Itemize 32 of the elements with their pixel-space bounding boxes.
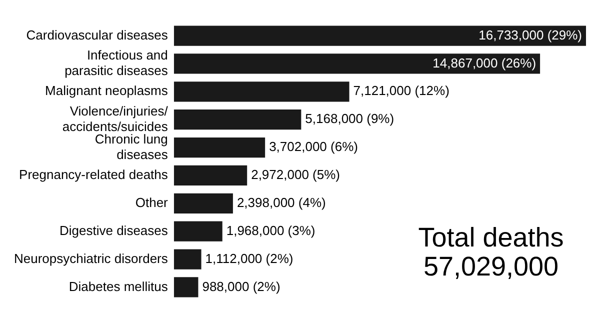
bar (174, 110, 302, 130)
annotation: Total deaths (418, 222, 564, 253)
data-label: 2,972,000 (5%) (251, 167, 340, 182)
data-label: 2,398,000 (4%) (236, 194, 326, 210)
y-tick-label: Pregnancy-related deaths (19, 167, 168, 182)
bar (174, 54, 540, 74)
bar (174, 82, 350, 102)
data-label: 7,121,000 (12%) (353, 83, 450, 98)
bar (174, 221, 222, 242)
y-tick-label: Violence/injuries/ accidents/suicides (62, 103, 168, 134)
y-tick-label: Other (135, 194, 169, 210)
annotation: 57,029,000 (423, 252, 559, 282)
data-label: 1,112,000 (2%) (205, 250, 294, 266)
y-tick-label: Malignant neoplasms (45, 83, 168, 98)
bar (174, 249, 202, 270)
y-tick-label: Diabetes mellitus (68, 278, 168, 294)
bar (174, 165, 248, 186)
y-tick-label: Cardiovascular diseases (26, 27, 168, 42)
y-tick-label: Neuropsychiatric disorders (14, 250, 168, 266)
y-tick-label: Chronic lung diseases (94, 131, 168, 162)
bar (174, 277, 198, 298)
bar (174, 193, 233, 214)
data-label: 5,168,000 (9%) (305, 111, 394, 126)
data-label: 3,702,000 (6%) (269, 139, 358, 154)
bar (174, 137, 266, 158)
data-label: 16,733,000 (29%) (478, 27, 582, 42)
data-label: 1,968,000 (3%) (226, 222, 316, 238)
y-tick-label: Infectious and parasitic diseases (64, 47, 168, 78)
data-label: 988,000 (2%) (202, 278, 280, 294)
bar (174, 26, 586, 46)
data-label: 14,867,000 (26%) (432, 55, 536, 70)
y-tick-label: Digestive diseases (60, 222, 168, 238)
